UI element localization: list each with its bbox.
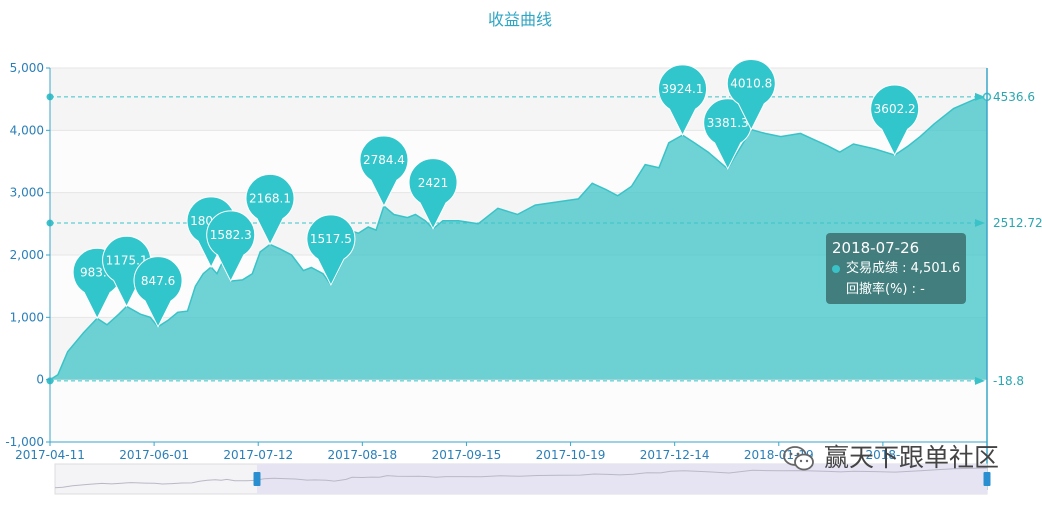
- pin-label: 1517.5: [310, 232, 352, 246]
- tooltip-date: 2018-07-26: [832, 239, 920, 257]
- grid-band: [50, 379, 987, 442]
- y-tick-label: 5,000: [10, 61, 44, 75]
- mark-line-arrow: [975, 376, 985, 385]
- pin-marker: [726, 59, 776, 131]
- x-tick-label: 2017-04-11: [15, 448, 85, 462]
- x-tick-label: 2018-: [865, 448, 900, 462]
- mark-line-arrow: [975, 92, 985, 101]
- wechat-logo-icon: [783, 446, 814, 471]
- x-tick-label: 2017-06-01: [119, 448, 189, 462]
- y-tick-label: -1,000: [5, 435, 44, 449]
- tooltip-drawdown: 回撤率(%) : -: [846, 282, 925, 297]
- y-tick-label: 0: [36, 373, 44, 387]
- tooltip-series-label: 交易成绩 :: [846, 261, 911, 276]
- zoom-preview: [54, 467, 988, 489]
- pin-label: 1582.3: [210, 228, 252, 242]
- pin-label: 847.6: [141, 274, 175, 288]
- pin-marker: [306, 214, 356, 287]
- mark-line-arrow: [975, 219, 985, 228]
- mark-line-label: 2512.72: [993, 216, 1042, 230]
- y-tick-label: 3,000: [10, 186, 44, 200]
- pin-marker: [245, 173, 295, 246]
- series-area: [50, 96, 987, 380]
- y-tick-label: 1,000: [10, 310, 44, 324]
- y-tick-label: 2,000: [10, 248, 44, 262]
- zoom-handle: [983, 472, 991, 486]
- tooltip: 2018-07-26 交易成绩 : 4,501.6 回撤率(%) : -: [826, 233, 966, 304]
- pin-label: 4010.8: [730, 77, 772, 91]
- watermark-text: 赢天下跟单社区: [823, 443, 999, 472]
- mark-line-label: -18.8: [993, 374, 1024, 388]
- pin-marker: [206, 210, 256, 283]
- pin-marker: [703, 98, 753, 171]
- x-tick-label: 2017-07-12: [223, 448, 293, 462]
- pin-marker: [870, 84, 920, 157]
- x-tick-label: 2017-09-15: [432, 448, 502, 462]
- zoom-selected: [257, 464, 987, 494]
- series-dot-icon: [832, 264, 840, 273]
- zoom-handle: [253, 472, 261, 486]
- pin-marker: [658, 64, 708, 137]
- grid-band: [50, 68, 987, 131]
- mark-line-label: 4536.6: [993, 90, 1035, 104]
- x-tick-label: 2017-10-19: [536, 448, 606, 462]
- pin-label: 3602.2: [874, 102, 916, 116]
- pin-marker: [133, 256, 183, 328]
- series-line: [49, 96, 988, 381]
- pin-label: 3381.3: [707, 116, 749, 130]
- watermark: 赢天下跟单社区: [782, 438, 999, 478]
- pin-label: 3924.1: [662, 82, 704, 96]
- pin-marker: [359, 135, 409, 208]
- tooltip-series-value: 4,501.6: [910, 261, 961, 276]
- pin-label: 1175.1: [106, 253, 148, 267]
- y-tick-label: 4,000: [10, 123, 44, 137]
- pin-label: 2421: [418, 176, 449, 190]
- x-tick-label: 2017-12-14: [640, 448, 710, 462]
- pin-label: 2784.4: [363, 153, 405, 167]
- pin-marker: [408, 158, 458, 230]
- chart-title: 收益曲线: [488, 10, 552, 29]
- pin-label: 2168.1: [249, 192, 291, 206]
- x-tick-label: 2017-08-18: [327, 448, 397, 462]
